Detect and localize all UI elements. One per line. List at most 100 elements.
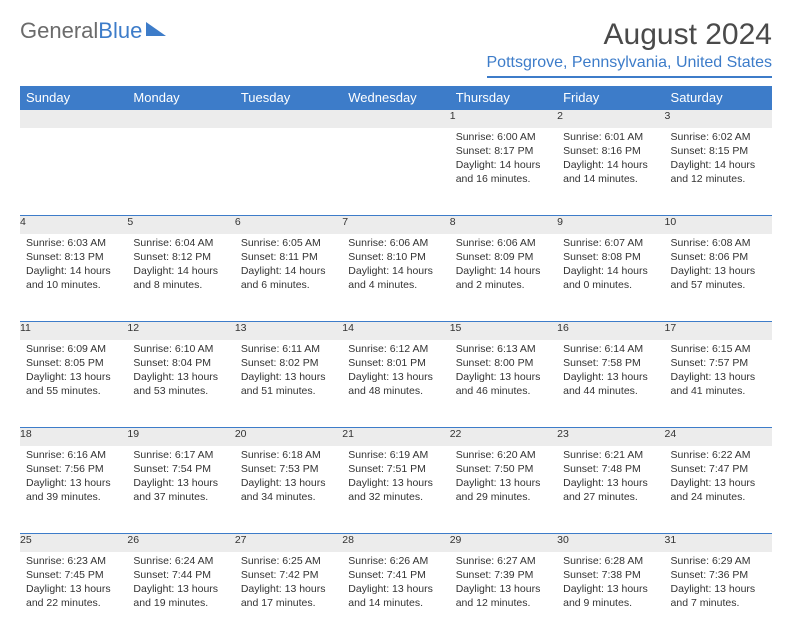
sunrise-text: Sunrise: 6:00 AM [456,130,551,144]
daynum-row: 123 [20,110,772,128]
daylight-text: Daylight: 14 hours and 0 minutes. [563,264,658,292]
sunrise-text: Sunrise: 6:23 AM [26,554,121,568]
daylight-text: Daylight: 13 hours and 41 minutes. [671,370,766,398]
day-info: Sunrise: 6:14 AMSunset: 7:58 PMDaylight:… [557,340,664,403]
weekday-header: Wednesday [342,86,449,110]
sunrise-text: Sunrise: 6:14 AM [563,342,658,356]
sunrise-text: Sunrise: 6:01 AM [563,130,658,144]
day-cell: Sunrise: 6:19 AMSunset: 7:51 PMDaylight:… [342,446,449,534]
day-info: Sunrise: 6:05 AMSunset: 8:11 PMDaylight:… [235,234,342,297]
logo-triangle-icon [146,22,166,36]
day-number: 28 [342,534,449,552]
day-cell [127,128,234,216]
sunset-text: Sunset: 7:44 PM [133,568,228,582]
sunrise-text: Sunrise: 6:19 AM [348,448,443,462]
day-number: 21 [342,428,449,446]
day-number: 5 [127,216,234,234]
logo: GeneralBlue [20,18,166,44]
daynum-row: 18192021222324 [20,428,772,446]
day-number: 24 [665,428,772,446]
sunset-text: Sunset: 7:45 PM [26,568,121,582]
daynum-row: 45678910 [20,216,772,234]
day-info: Sunrise: 6:06 AMSunset: 8:09 PMDaylight:… [450,234,557,297]
day-info: Sunrise: 6:13 AMSunset: 8:00 PMDaylight:… [450,340,557,403]
header: GeneralBlue August 2024 Pottsgrove, Penn… [20,18,772,78]
calendar-table: SundayMondayTuesdayWednesdayThursdayFrid… [20,86,772,640]
daylight-text: Daylight: 13 hours and 7 minutes. [671,582,766,610]
day-cell: Sunrise: 6:05 AMSunset: 8:11 PMDaylight:… [235,234,342,322]
content-row: Sunrise: 6:09 AMSunset: 8:05 PMDaylight:… [20,340,772,428]
day-number: 27 [235,534,342,552]
day-info: Sunrise: 6:02 AMSunset: 8:15 PMDaylight:… [665,128,772,191]
sunrise-text: Sunrise: 6:02 AM [671,130,766,144]
day-cell: Sunrise: 6:08 AMSunset: 8:06 PMDaylight:… [665,234,772,322]
daylight-text: Daylight: 13 hours and 55 minutes. [26,370,121,398]
day-number: 9 [557,216,664,234]
day-cell [342,128,449,216]
day-info: Sunrise: 6:25 AMSunset: 7:42 PMDaylight:… [235,552,342,615]
day-number: 25 [20,534,127,552]
day-cell: Sunrise: 6:22 AMSunset: 7:47 PMDaylight:… [665,446,772,534]
daylight-text: Daylight: 14 hours and 6 minutes. [241,264,336,292]
day-number: 14 [342,322,449,340]
day-cell [20,128,127,216]
day-cell: Sunrise: 6:04 AMSunset: 8:12 PMDaylight:… [127,234,234,322]
weekday-header: Sunday [20,86,127,110]
daylight-text: Daylight: 13 hours and 14 minutes. [348,582,443,610]
sunrise-text: Sunrise: 6:20 AM [456,448,551,462]
day-empty [127,110,234,128]
weekday-header: Tuesday [235,86,342,110]
sunset-text: Sunset: 8:05 PM [26,356,121,370]
day-number: 1 [450,110,557,128]
sunrise-text: Sunrise: 6:05 AM [241,236,336,250]
sunrise-text: Sunrise: 6:06 AM [456,236,551,250]
content-row: Sunrise: 6:16 AMSunset: 7:56 PMDaylight:… [20,446,772,534]
day-number: 18 [20,428,127,446]
sunrise-text: Sunrise: 6:03 AM [26,236,121,250]
day-number: 29 [450,534,557,552]
day-info: Sunrise: 6:07 AMSunset: 8:08 PMDaylight:… [557,234,664,297]
sunset-text: Sunset: 7:57 PM [671,356,766,370]
day-number: 15 [450,322,557,340]
day-number: 26 [127,534,234,552]
day-cell: Sunrise: 6:00 AMSunset: 8:17 PMDaylight:… [450,128,557,216]
daylight-text: Daylight: 13 hours and 19 minutes. [133,582,228,610]
daylight-text: Daylight: 14 hours and 16 minutes. [456,158,551,186]
sunrise-text: Sunrise: 6:28 AM [563,554,658,568]
day-info: Sunrise: 6:24 AMSunset: 7:44 PMDaylight:… [127,552,234,615]
day-info: Sunrise: 6:09 AMSunset: 8:05 PMDaylight:… [20,340,127,403]
day-cell: Sunrise: 6:11 AMSunset: 8:02 PMDaylight:… [235,340,342,428]
sunrise-text: Sunrise: 6:10 AM [133,342,228,356]
sunrise-text: Sunrise: 6:26 AM [348,554,443,568]
daylight-text: Daylight: 14 hours and 8 minutes. [133,264,228,292]
daylight-text: Daylight: 13 hours and 24 minutes. [671,476,766,504]
day-number: 11 [20,322,127,340]
sunrise-text: Sunrise: 6:18 AM [241,448,336,462]
weekday-header: Thursday [450,86,557,110]
content-row: Sunrise: 6:03 AMSunset: 8:13 PMDaylight:… [20,234,772,322]
day-number: 3 [665,110,772,128]
day-cell: Sunrise: 6:10 AMSunset: 8:04 PMDaylight:… [127,340,234,428]
day-info: Sunrise: 6:28 AMSunset: 7:38 PMDaylight:… [557,552,664,615]
content-row: Sunrise: 6:23 AMSunset: 7:45 PM Daylight:… [20,552,772,640]
day-cell: Sunrise: 6:26 AMSunset: 7:41 PMDaylight:… [342,552,449,640]
day-info: Sunrise: 6:16 AMSunset: 7:56 PMDaylight:… [20,446,127,509]
sunset-text: Sunset: 7:54 PM [133,462,228,476]
sunrise-text: Sunrise: 6:13 AM [456,342,551,356]
day-cell: Sunrise: 6:16 AMSunset: 7:56 PMDaylight:… [20,446,127,534]
day-cell: Sunrise: 6:24 AMSunset: 7:44 PMDaylight:… [127,552,234,640]
sunrise-text: Sunrise: 6:27 AM [456,554,551,568]
day-info: Sunrise: 6:15 AMSunset: 7:57 PMDaylight:… [665,340,772,403]
day-info: Sunrise: 6:06 AMSunset: 8:10 PMDaylight:… [342,234,449,297]
daylight-text: Daylight: 13 hours and 9 minutes. [563,582,658,610]
sunrise-text: Sunrise: 6:22 AM [671,448,766,462]
day-info: Sunrise: 6:17 AMSunset: 7:54 PMDaylight:… [127,446,234,509]
sunset-text: Sunset: 8:17 PM [456,144,551,158]
daylight-text: Daylight: 13 hours and 44 minutes. [563,370,658,398]
sunrise-text: Sunrise: 6:06 AM [348,236,443,250]
month-title: August 2024 [487,18,773,52]
sunset-text: Sunset: 7:51 PM [348,462,443,476]
daylight-text: Daylight: 13 hours and 34 minutes. [241,476,336,504]
day-info: Sunrise: 6:04 AMSunset: 8:12 PMDaylight:… [127,234,234,297]
day-info: Sunrise: 6:10 AMSunset: 8:04 PMDaylight:… [127,340,234,403]
